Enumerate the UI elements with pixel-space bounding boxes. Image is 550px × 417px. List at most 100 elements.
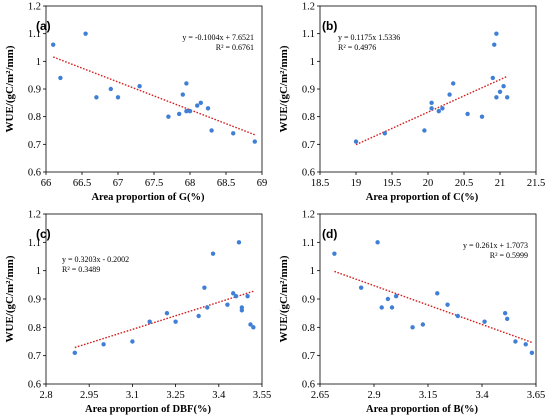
- data-point: [137, 84, 142, 89]
- data-point: [239, 308, 245, 313]
- trendline: [74, 290, 254, 349]
- data-point: [210, 251, 216, 256]
- data-point: [198, 100, 203, 106]
- data-point: [164, 310, 170, 316]
- x-axis-label: Area proportion of DBF(%): [85, 404, 211, 415]
- x-tick-label: 3.1: [126, 390, 139, 401]
- data-point: [379, 305, 384, 310]
- data-point: [51, 42, 56, 47]
- data-point: [94, 95, 99, 100]
- y-tick-label: 0.9: [28, 85, 41, 96]
- y-tick-label: 1.1: [28, 238, 41, 249]
- trendline-equation: y = 0.1175x 1.5336: [338, 33, 400, 42]
- y-axis-label: WUE/(gC/m²/mm): [4, 255, 16, 342]
- data-point: [447, 92, 452, 97]
- data-point: [492, 42, 497, 47]
- data-point: [465, 111, 470, 117]
- y-tick-label: 1: [36, 57, 41, 68]
- data-point: [196, 313, 201, 319]
- x-tick-label: 3.55: [253, 390, 271, 401]
- data-point: [101, 342, 106, 347]
- x-tick-label: 21: [495, 178, 506, 189]
- y-tick-label: 0.8: [28, 112, 41, 123]
- data-point: [83, 31, 88, 36]
- x-tick-label: 66: [41, 178, 52, 189]
- y-tick-label: 1: [310, 266, 315, 277]
- data-point: [187, 108, 193, 114]
- x-tick-label: 2.65: [311, 390, 329, 401]
- data-point: [72, 350, 78, 356]
- x-tick-label: 3.4: [212, 390, 226, 401]
- data-point: [358, 285, 364, 290]
- x-tick-label: 19: [351, 178, 362, 189]
- y-tick-label: 1.1: [28, 29, 41, 40]
- data-point: [445, 302, 450, 307]
- data-point: [245, 293, 250, 299]
- data-point: [195, 103, 200, 108]
- y-tick-label: 0.7: [302, 140, 315, 151]
- y-tick-label: 1.2: [28, 2, 41, 13]
- data-point: [494, 31, 499, 36]
- data-point: [209, 128, 214, 133]
- panel-label: (d): [322, 227, 337, 241]
- data-point: [436, 108, 441, 114]
- y-tick-label: 0.6: [28, 380, 41, 391]
- data-point: [147, 319, 152, 324]
- data-point: [501, 84, 506, 89]
- data-point: [233, 293, 239, 299]
- data-point: [497, 89, 503, 94]
- data-point: [513, 339, 518, 344]
- data-point: [429, 106, 434, 111]
- y-tick-label: 1: [36, 266, 41, 277]
- data-point: [382, 131, 387, 136]
- data-point: [205, 106, 211, 111]
- data-point: [108, 86, 114, 92]
- panel-label: (a): [36, 19, 51, 33]
- plot-frame: [45, 213, 263, 385]
- y-tick-label: 0.9: [28, 295, 41, 306]
- data-point: [231, 131, 236, 136]
- y-axis-label: WUE/(gC/m²/mm): [278, 255, 290, 342]
- data-point: [385, 296, 391, 302]
- x-axis-label: Area proportion of B(%): [366, 404, 478, 415]
- data-point: [225, 302, 230, 307]
- y-tick-label: 0.7: [302, 351, 315, 362]
- data-point: [252, 139, 257, 144]
- data-point: [251, 325, 256, 330]
- y-axis-label: WUE/(gC/m²/mm): [278, 45, 290, 132]
- data-point: [202, 285, 207, 290]
- chart-panel-4: 0.6 0.7 0.8 0.9 1 1.1 1.2 2.65 2.9 3.15 3.4 3.65 Are…: [278, 210, 545, 416]
- y-tick-label: 0.9: [302, 295, 315, 306]
- x-tick-label: 68.5: [217, 178, 235, 189]
- panel-label: (c): [36, 227, 51, 241]
- x-tick-label: 21.5: [527, 178, 545, 189]
- data-point: [173, 319, 178, 324]
- data-point: [420, 322, 426, 327]
- data-point: [166, 114, 171, 119]
- trendline-equation: y = -0.1004x + 7.6521: [182, 33, 254, 42]
- data-point: [482, 319, 487, 324]
- data-point: [177, 111, 182, 117]
- y-tick-label: 0.8: [28, 323, 41, 334]
- r-squared-label: R² = 0.6761: [216, 43, 254, 52]
- data-point: [494, 95, 499, 100]
- y-tick-label: 1.2: [28, 210, 41, 221]
- plot-frame: [319, 5, 537, 173]
- data-point: [184, 81, 189, 86]
- x-tick-label: 69: [257, 178, 268, 189]
- y-tick-label: 0.6: [28, 168, 41, 179]
- x-tick-label: 67: [113, 178, 124, 189]
- data-point: [130, 339, 135, 344]
- x-tick-label: 18.5: [311, 178, 329, 189]
- r-squared-label: R² = 0.5999: [490, 251, 528, 260]
- x-tick-label: 2.95: [80, 390, 98, 401]
- chart-panel-1: 0.6 0.7 0.8 0.9 1 1.1 1.2 66 66.5 67 67.5 68 68.5 69 A…: [4, 2, 267, 204]
- data-point: [205, 305, 210, 310]
- data-point: [529, 350, 535, 356]
- data-point: [248, 322, 253, 327]
- trendline-equation: y = 0.261x + 1.7073: [463, 241, 528, 250]
- y-tick-label: 1.2: [302, 210, 315, 221]
- data-point: [490, 75, 495, 81]
- panel-label: (b): [322, 19, 337, 33]
